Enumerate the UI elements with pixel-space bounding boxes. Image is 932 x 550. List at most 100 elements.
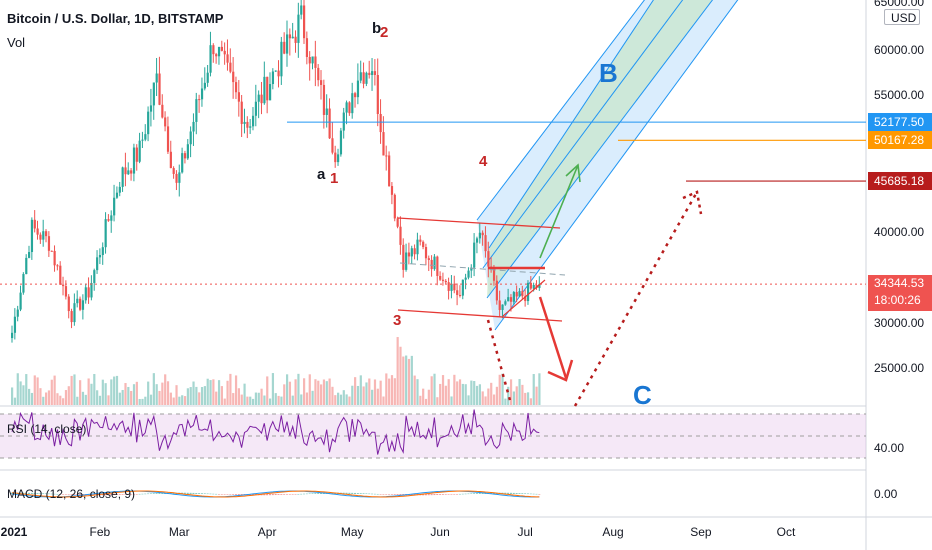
volume-bar	[135, 381, 138, 405]
projection-up[interactable]	[573, 191, 699, 407]
volume-bars	[11, 337, 541, 405]
support-trendline[interactable]	[397, 309, 563, 322]
macd-histogram-bar	[464, 493, 467, 495]
volume-bar	[300, 394, 303, 405]
volume-bar	[161, 382, 164, 405]
channel-outer-fill[interactable]	[477, 0, 745, 330]
channel-line[interactable]	[494, 0, 745, 331]
volume-bar	[339, 394, 343, 405]
macd-histogram-bar	[297, 493, 300, 495]
candle-body	[47, 236, 51, 251]
macd-histogram-bar	[45, 493, 48, 495]
volume-bar	[79, 380, 82, 405]
macd-label[interactable]: MACD (12, 26, close, 9)	[7, 487, 136, 501]
candle-body	[110, 215, 113, 221]
macd-histogram-bar	[345, 492, 348, 494]
chart-title: Bitcoin / U.S. Dollar, 1D, BITSTAMP	[7, 11, 224, 26]
candle-body	[98, 255, 102, 258]
bear-arrowhead[interactable]	[547, 359, 574, 382]
volume-bar	[28, 388, 31, 405]
trend-drawings[interactable]	[0, 121, 866, 407]
wave-label-C[interactable]: C	[633, 380, 652, 410]
macd-histogram-bar	[274, 494, 277, 496]
mid-dashed-line[interactable]	[399, 262, 566, 276]
rsi-line	[11, 409, 540, 455]
macd-histogram-bar	[11, 492, 13, 494]
macd-histogram-bar	[458, 493, 461, 495]
macd-histogram-bar	[203, 493, 206, 494]
channel-line[interactable]	[482, 0, 690, 269]
bear-arrow[interactable]	[538, 296, 568, 379]
resistance-trendline[interactable]	[397, 217, 561, 229]
volume-bar	[16, 373, 19, 405]
volume-bar	[42, 396, 45, 405]
macd-histogram-bar	[132, 494, 135, 495]
channel-drawings[interactable]	[476, 0, 745, 331]
macd-histogram-bar	[152, 493, 155, 494]
wedge-lower[interactable]	[502, 279, 546, 317]
wave-label-b[interactable]: b	[372, 20, 382, 37]
volume-bar	[19, 381, 22, 405]
macd-histogram-bar	[33, 492, 36, 494]
candle-body	[376, 75, 379, 114]
currency-selector[interactable]: USD	[884, 9, 920, 25]
candle-body	[268, 84, 272, 101]
volume-bar	[251, 398, 255, 405]
rsi-label[interactable]: RSI (14, close)	[7, 422, 87, 436]
volume-bar	[192, 381, 195, 405]
volume-bar	[422, 388, 425, 405]
wave-label-a[interactable]: a	[317, 166, 326, 183]
candle-body	[492, 267, 496, 281]
candle-body	[266, 76, 269, 101]
volume-bar	[526, 392, 530, 405]
volume-bar	[271, 373, 275, 405]
wave-label-4[interactable]: 4	[479, 153, 488, 170]
wave-label-2[interactable]: 2	[380, 24, 389, 41]
macd-histogram-bar	[524, 493, 527, 494]
volume-bar	[277, 395, 280, 405]
volume-bar	[107, 395, 110, 405]
volume-bar	[320, 384, 323, 405]
volume-bar	[487, 388, 490, 405]
candle-body	[385, 155, 388, 157]
volume-bar	[217, 380, 221, 405]
macd-histogram-bar	[512, 492, 515, 494]
volume-bar	[328, 378, 331, 405]
volume-bar	[288, 381, 292, 405]
macd-histogram-bar	[453, 494, 456, 495]
macd-histogram-bar	[158, 493, 161, 494]
bull-arrowhead[interactable]	[565, 163, 581, 183]
candlesticks	[11, 0, 541, 343]
volume-bar	[371, 389, 374, 405]
volume-bar	[166, 381, 170, 405]
channel-line[interactable]	[488, 0, 660, 249]
macd-histogram-bar	[475, 493, 478, 494]
macd-histogram-bar	[393, 494, 396, 495]
candle-body	[303, 5, 306, 39]
volume-bar	[45, 392, 48, 405]
candle-body	[149, 105, 153, 112]
macd-histogram-bar	[76, 494, 79, 495]
wave-label-3[interactable]: 3	[393, 312, 402, 329]
macd-histogram-bar	[268, 494, 271, 496]
wave-label-1[interactable]: 1	[330, 170, 339, 187]
macd-histogram-bar	[42, 493, 45, 494]
channel-line[interactable]	[476, 0, 652, 221]
projection-down[interactable]	[486, 319, 513, 405]
macd-histogram-bar	[348, 492, 351, 494]
volume-bar	[464, 384, 467, 405]
candle-body	[291, 36, 294, 39]
candle-body	[36, 228, 39, 235]
macd-histogram-bar	[147, 493, 150, 495]
candle-body	[87, 287, 90, 298]
volume-bar	[13, 397, 17, 405]
bull-arrow[interactable]	[539, 164, 579, 259]
volume-bar	[11, 387, 14, 405]
candle-body	[217, 46, 221, 57]
channel-line[interactable]	[486, 0, 720, 299]
macd-histogram-bar	[234, 494, 237, 495]
projection-arrowhead[interactable]	[682, 190, 703, 215]
wave-label-B[interactable]: B	[599, 58, 618, 88]
macd-histogram-bar	[263, 494, 266, 496]
